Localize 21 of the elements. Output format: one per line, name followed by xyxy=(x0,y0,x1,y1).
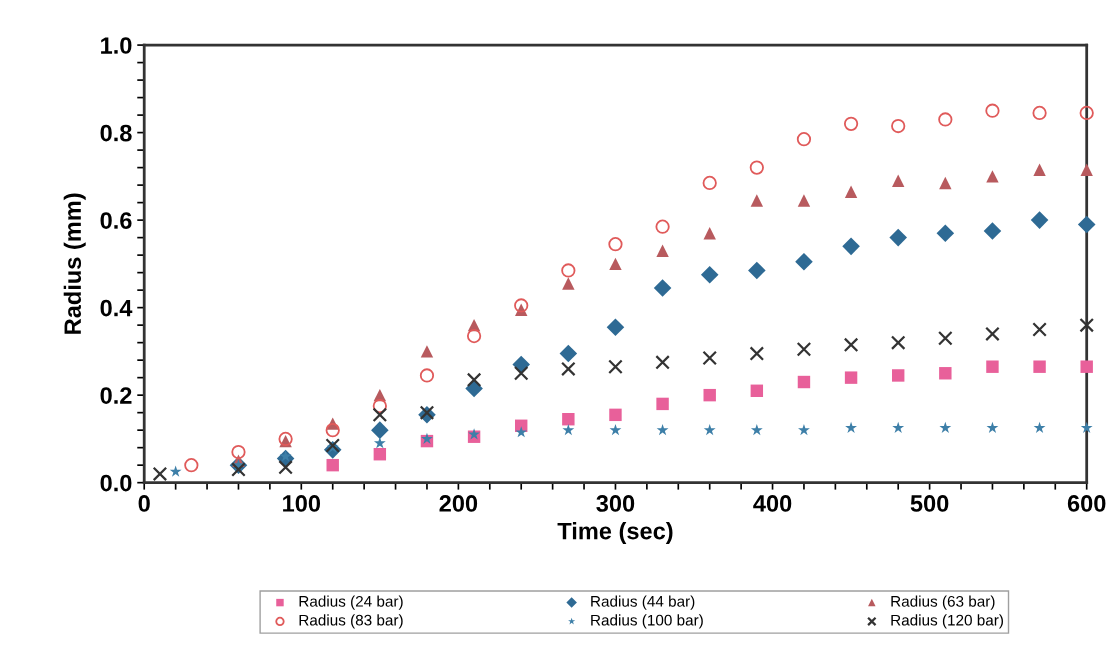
y-tick-label: 0.6 xyxy=(100,212,132,229)
y-tick-label: 0.0 xyxy=(100,474,132,492)
x-axis-title: Time (sec) xyxy=(557,522,673,545)
x-tick-label: 100 xyxy=(283,495,321,512)
y-tick-label: 0.4 xyxy=(100,299,133,317)
x-tick-label: 600 xyxy=(1067,495,1106,512)
legend-label: Radius (24 bar) xyxy=(299,595,403,610)
y-tick-label: 0.2 xyxy=(100,387,132,404)
legend-label: Radius (44 bar) xyxy=(591,595,695,610)
legend-label: Radius (63 bar) xyxy=(891,595,995,610)
x-tick-label: 400 xyxy=(753,495,792,512)
legend-label: Radius (83 bar) xyxy=(299,614,403,629)
y-axis-title: Radius (mm) xyxy=(63,193,86,334)
x-tick-label: 0 xyxy=(138,495,150,512)
legend-label: Radius (100 bar) xyxy=(591,614,703,629)
x-tick-label: 500 xyxy=(910,495,949,512)
y-tick-label: 1.0 xyxy=(101,37,132,54)
y-tick-label: 0.8 xyxy=(100,124,132,142)
x-tick-label: 200 xyxy=(439,495,478,512)
x-tick-label: 300 xyxy=(596,495,635,512)
legend-label: Radius (120 bar) xyxy=(891,614,1003,629)
